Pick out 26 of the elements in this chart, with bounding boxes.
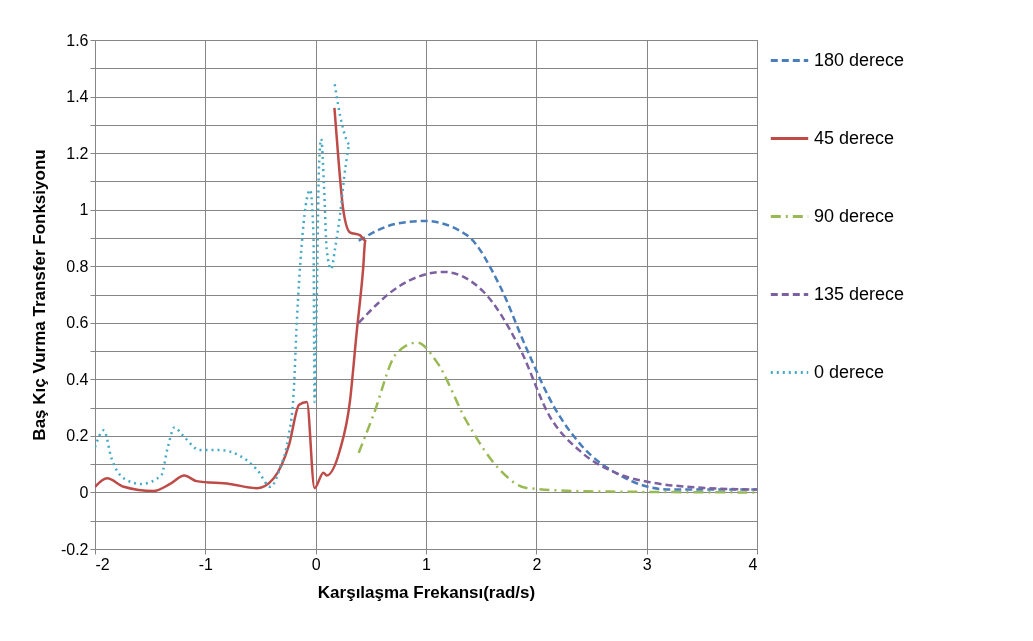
x-tick-label: 2 <box>532 555 542 573</box>
x-tick-label: -2 <box>95 555 110 573</box>
x-tick-label: 1 <box>422 555 432 573</box>
y-tick-label: 0 <box>79 483 89 501</box>
y-tick-label: 1.2 <box>66 144 89 162</box>
y-tick-label: 0.6 <box>66 314 89 332</box>
legend-label: 180 derece <box>814 49 905 70</box>
y-tick-label: 1 <box>79 201 89 219</box>
x-axis-title: Karşılaşma Frekansı(rad/s) <box>317 582 536 602</box>
legend-label: 0 derece <box>814 361 885 382</box>
y-tick-label: 1.4 <box>66 88 89 106</box>
y-tick-label: 1.6 <box>66 31 89 49</box>
legend-label: 135 derece <box>814 283 905 304</box>
x-tick-label: 4 <box>748 555 758 573</box>
line-series <box>357 341 757 494</box>
line-series <box>357 270 757 491</box>
y-tick-label: -0.2 <box>60 540 89 558</box>
x-tick-label: 3 <box>642 555 652 573</box>
y-tick-label: 0.8 <box>66 257 89 275</box>
x-tick-label: -1 <box>198 555 214 573</box>
legend-label: 45 derece <box>814 127 895 148</box>
y-axis-title: Baş Kıç Vurma Transfer Fonksiyonu <box>29 149 49 441</box>
legend-label: 90 derece <box>814 205 895 226</box>
y-tick-label: 0.4 <box>66 370 89 388</box>
y-tick-label: 0.2 <box>66 427 89 445</box>
x-tick-label: 0 <box>311 555 321 573</box>
